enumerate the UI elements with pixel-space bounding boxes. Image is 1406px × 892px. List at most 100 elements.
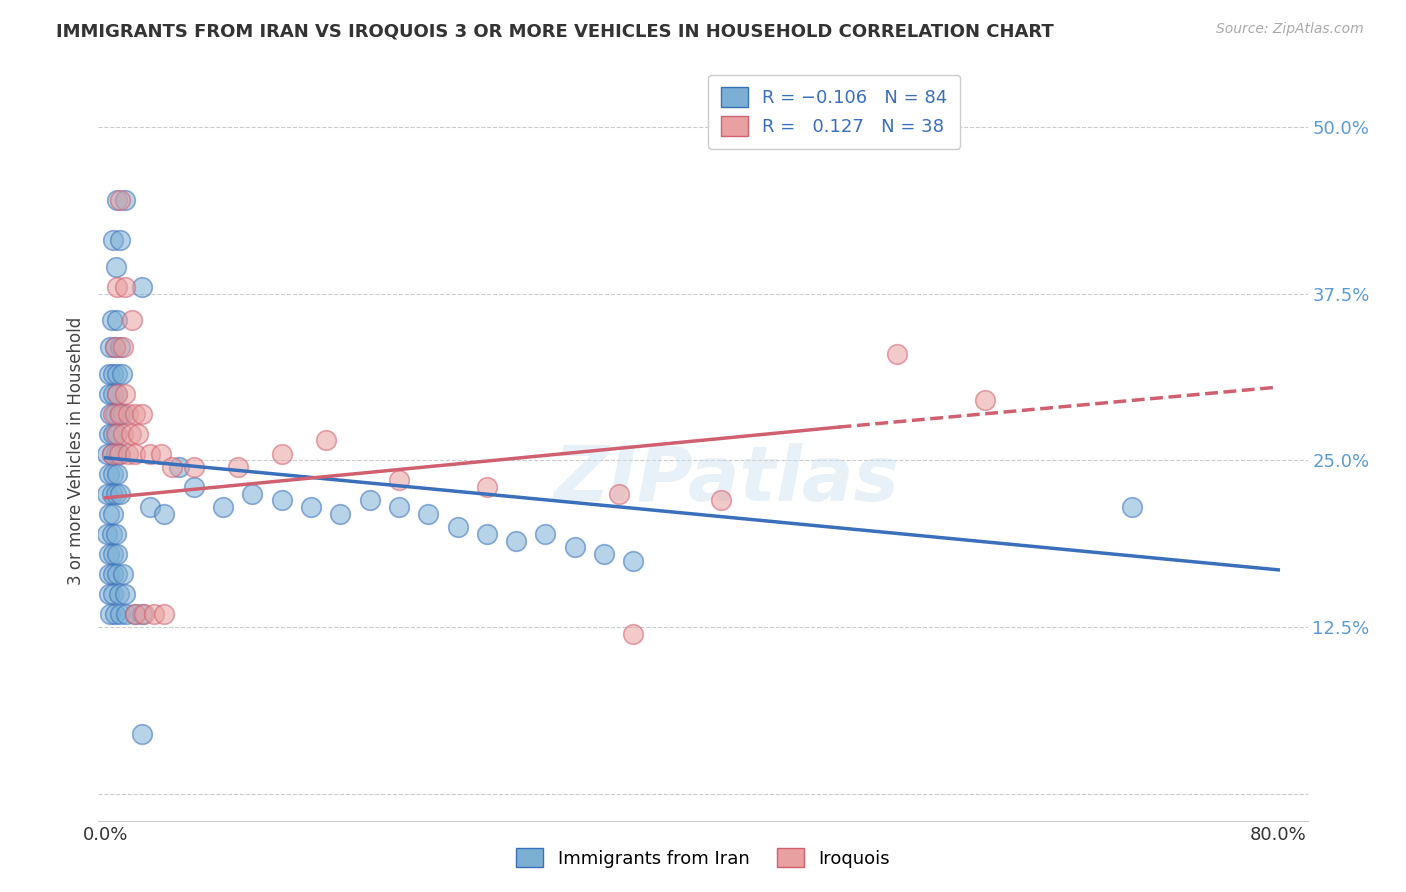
Point <box>98 340 121 354</box>
Point <box>100 487 122 501</box>
Point <box>97 367 120 381</box>
Text: Source: ZipAtlas.com: Source: ZipAtlas.com <box>1216 22 1364 37</box>
Point <box>97 507 120 521</box>
Point <box>107 280 129 294</box>
Point <box>100 526 122 541</box>
Point <box>505 533 527 548</box>
Point <box>100 447 122 461</box>
Point <box>107 386 129 401</box>
Point <box>112 407 135 421</box>
Point <box>96 447 118 461</box>
Point <box>329 507 352 521</box>
Point <box>534 526 557 541</box>
Point <box>107 194 129 208</box>
Point <box>108 447 131 461</box>
Point <box>98 607 121 621</box>
Point <box>105 487 128 501</box>
Point <box>270 493 292 508</box>
Point <box>110 194 132 208</box>
Point <box>97 547 120 561</box>
Point <box>153 507 176 521</box>
Point <box>388 474 411 488</box>
Point <box>97 467 120 481</box>
Point <box>359 493 381 508</box>
Y-axis label: 3 or more Vehicles in Household: 3 or more Vehicles in Household <box>66 317 84 584</box>
Point <box>107 386 129 401</box>
Point <box>124 607 146 621</box>
Point <box>101 233 124 247</box>
Point <box>621 627 644 641</box>
Point <box>100 313 122 327</box>
Point <box>96 487 118 501</box>
Point <box>143 607 166 621</box>
Point <box>138 500 160 515</box>
Point <box>138 447 160 461</box>
Point <box>120 426 142 441</box>
Point <box>124 447 146 461</box>
Point <box>446 520 468 534</box>
Point <box>101 587 124 601</box>
Point <box>132 607 155 621</box>
Point <box>127 426 149 441</box>
Point <box>160 460 183 475</box>
Point <box>107 547 129 561</box>
Point <box>107 566 129 581</box>
Point <box>607 487 630 501</box>
Point <box>111 367 134 381</box>
Point <box>886 347 908 361</box>
Point <box>110 607 132 621</box>
Point <box>299 500 322 515</box>
Text: IMMIGRANTS FROM IRAN VS IROQUOIS 3 OR MORE VEHICLES IN HOUSEHOLD CORRELATION CHA: IMMIGRANTS FROM IRAN VS IROQUOIS 3 OR MO… <box>56 22 1054 40</box>
Point <box>105 426 128 441</box>
Point <box>621 553 644 567</box>
Point <box>105 526 128 541</box>
Point <box>1121 500 1143 515</box>
Point <box>117 407 139 421</box>
Point <box>108 587 131 601</box>
Point <box>112 566 135 581</box>
Point <box>101 566 124 581</box>
Point <box>103 340 125 354</box>
Point <box>105 260 128 274</box>
Point <box>131 407 153 421</box>
Point <box>103 407 125 421</box>
Point <box>974 393 997 408</box>
Point <box>112 426 135 441</box>
Point <box>110 487 132 501</box>
Point <box>240 487 263 501</box>
Point <box>388 500 411 515</box>
Point <box>98 407 121 421</box>
Point <box>101 426 124 441</box>
Point <box>121 313 143 327</box>
Point <box>100 447 122 461</box>
Point <box>124 407 146 421</box>
Point <box>475 480 498 494</box>
Point <box>97 386 120 401</box>
Point <box>101 407 124 421</box>
Point <box>108 407 131 421</box>
Point <box>103 607 125 621</box>
Point <box>114 280 136 294</box>
Point <box>117 447 139 461</box>
Point <box>110 340 132 354</box>
Point <box>315 434 337 448</box>
Point <box>131 280 153 294</box>
Legend: Immigrants from Iran, Iroquois: Immigrants from Iran, Iroquois <box>505 837 901 879</box>
Point <box>97 587 120 601</box>
Point <box>150 447 173 461</box>
Point <box>114 194 136 208</box>
Point <box>114 587 136 601</box>
Point <box>101 507 124 521</box>
Point <box>167 460 190 475</box>
Legend: R = −0.106   N = 84, R =   0.127   N = 38: R = −0.106 N = 84, R = 0.127 N = 38 <box>709 75 960 149</box>
Point <box>97 566 120 581</box>
Point <box>107 313 129 327</box>
Point <box>183 460 205 475</box>
Point <box>710 493 733 508</box>
Point <box>110 233 132 247</box>
Point <box>105 447 128 461</box>
Point <box>183 480 205 494</box>
Point <box>593 547 616 561</box>
Point <box>475 526 498 541</box>
Point <box>96 526 118 541</box>
